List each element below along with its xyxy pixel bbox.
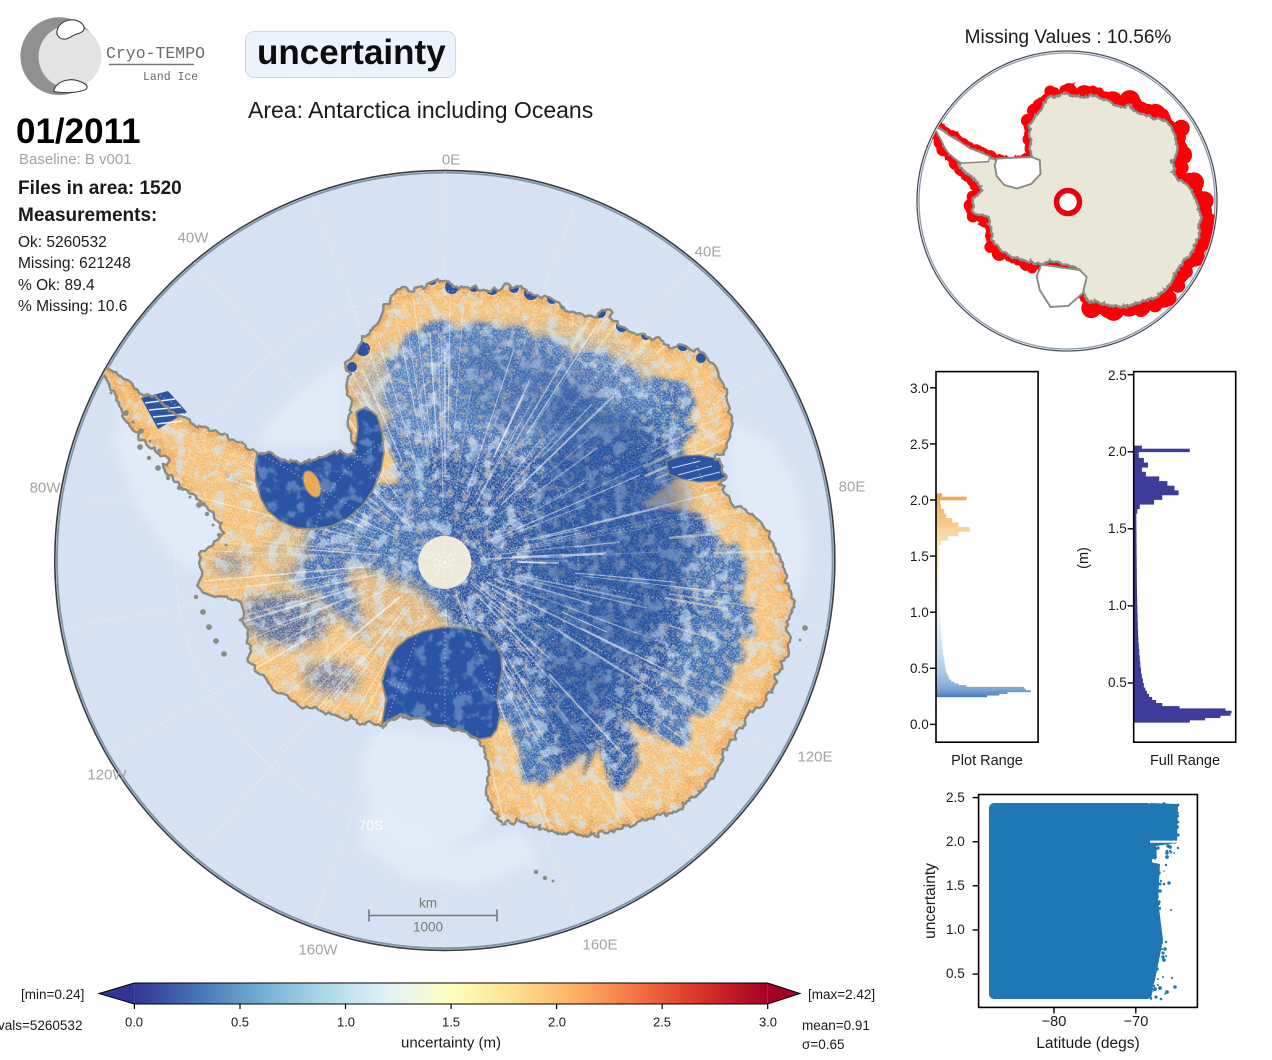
svg-text:Cryo-TEMPO: Cryo-TEMPO bbox=[106, 44, 205, 63]
svg-text:Land Ice: Land Ice bbox=[143, 71, 198, 84]
